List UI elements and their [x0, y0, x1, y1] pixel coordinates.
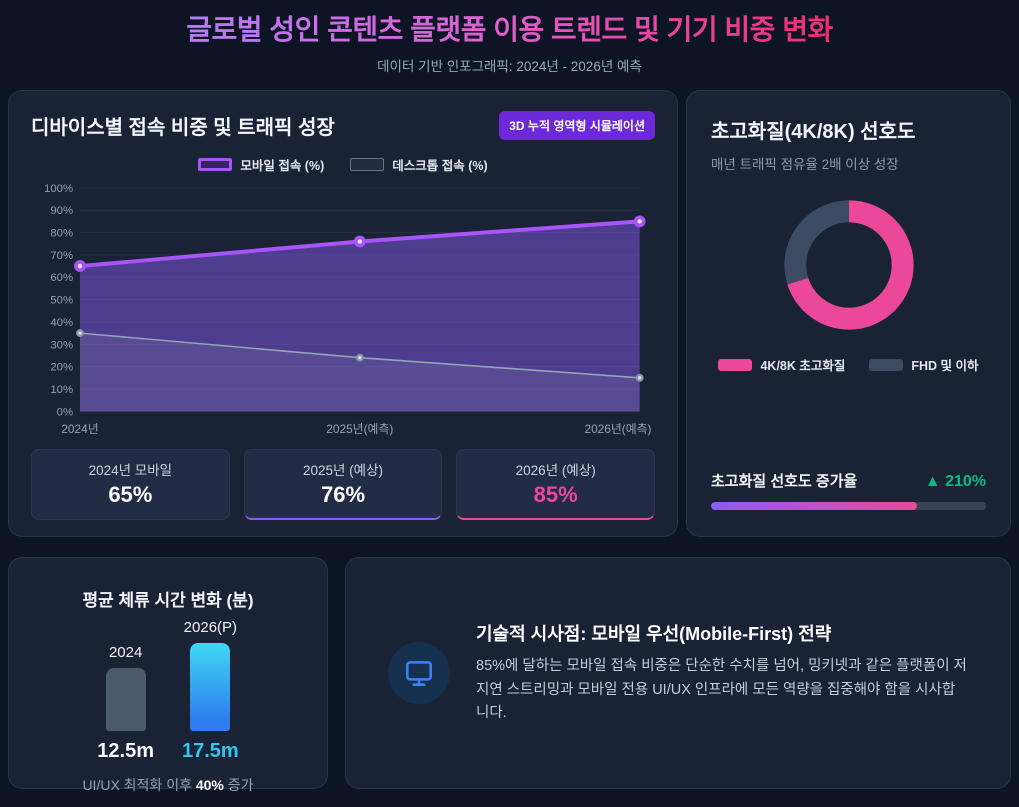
caption-suffix: 증가 — [223, 777, 254, 793]
desktop-legend-swatch-icon — [350, 158, 385, 171]
dwell-bars-chart: 2024 12.5m 2026(P) 17.5m — [97, 619, 238, 763]
donut-chart-wrap — [711, 189, 986, 341]
svg-text:60%: 60% — [50, 272, 73, 284]
donut-legend: 4K/8K 초고화질 FHD 및 이하 — [711, 355, 986, 374]
legend-item-desktop[interactable]: 데스크톱 접속 (%) — [350, 155, 488, 174]
stat-label: 2025년 (예상) — [302, 463, 384, 478]
growth-row: 초고화질 선호도 증가율 ▲ 210% — [711, 470, 986, 491]
mobile-legend-label: 모바일 접속 (%) — [240, 159, 325, 173]
device-chart-legend: 모바일 접속 (%) 데스크톱 접속 (%) — [31, 155, 655, 174]
simulation-badge: 3D 누적 영역형 시뮬레이션 — [499, 111, 655, 140]
svg-text:2024년: 2024년 — [61, 422, 98, 436]
insight-text-block: 기술적 시사점: 모바일 우선(Mobile-First) 전략 85%에 달하… — [476, 620, 968, 725]
monitor-icon — [406, 661, 432, 686]
device-stats-row: 2024년 모바일 65% 2025년 (예상) 76% 2026년 (예상) … — [31, 449, 656, 520]
legend-item-fhd[interactable]: FHD 및 이하 — [869, 355, 979, 374]
quality-card-subtitle: 매년 트래픽 점유율 2배 이상 성장 — [711, 157, 899, 172]
desktop-legend-label: 데스크톱 접속 (%) — [392, 159, 488, 173]
bar-2024 — [105, 668, 146, 731]
svg-text:2026년(예측): 2026년(예측) — [585, 422, 652, 436]
bar-value-label: 17.5m — [182, 740, 239, 762]
page-title: 글로벌 성인 콘텐츠 플랫폼 이용 트렌드 및 기기 비중 변화 — [186, 12, 833, 48]
svg-text:50%: 50% — [50, 295, 73, 307]
quality-preference-card: 초고화질(4K/8K) 선호도 매년 트래픽 점유율 2배 이상 성장 4K/8… — [686, 90, 1011, 537]
pink-legend-swatch-icon — [718, 358, 753, 371]
bar-value-label: 12.5m — [97, 740, 154, 762]
stat-box-2026: 2026년 (예상) 85% — [456, 449, 656, 520]
growth-block: 초고화질 선호도 증가율 ▲ 210% — [711, 470, 986, 510]
stat-label: 2026년 (예상) — [515, 463, 596, 478]
svg-text:90%: 90% — [50, 205, 73, 217]
dwell-time-caption: UI/UX 최적화 이후 40% 증가 — [82, 775, 253, 795]
svg-text:30%: 30% — [50, 339, 73, 351]
growth-progress-track — [711, 502, 986, 510]
bar-col-2024: 2024 12.5m — [97, 644, 154, 763]
svg-text:20%: 20% — [50, 362, 73, 374]
growth-value: ▲ 210% — [924, 473, 986, 490]
dwell-time-title: 평균 체류 시간 변화 (분) — [82, 591, 254, 610]
caption-bold: 40% — [195, 777, 224, 793]
stat-value: 65% — [108, 482, 153, 507]
bottom-row: 평균 체류 시간 변화 (분) 2024 12.5m 2026(P) 17.5m… — [0, 557, 1019, 793]
insight-title: 기술적 시사점: 모바일 우선(Mobile-First) 전략 — [476, 624, 832, 645]
stat-value: 85% — [533, 482, 578, 507]
stat-box-2025: 2025년 (예상) 76% — [243, 449, 443, 520]
insight-card: 기술적 시사점: 모바일 우선(Mobile-First) 전략 85%에 달하… — [345, 557, 1011, 789]
quality-donut-chart — [783, 200, 914, 330]
stat-label: 2024년 모바일 — [88, 463, 173, 478]
legend-item-mobile[interactable]: 모바일 접속 (%) — [198, 155, 324, 174]
svg-text:10%: 10% — [50, 384, 73, 396]
quality-card-title: 초고화질(4K/8K) 선호도 — [711, 121, 916, 143]
device-line-chart: 0% 10% 20% 30% 40% 50% 60% 70% 80% 90% 100% 2024년 20… — [44, 183, 652, 436]
top-row: 디바이스별 접속 비중 및 트래픽 성장 3D 누적 영역형 시뮬레이션 모바일… — [0, 90, 1019, 537]
dwell-time-card: 평균 체류 시간 변화 (분) 2024 12.5m 2026(P) 17.5m… — [8, 557, 328, 793]
legend-item-4k8k[interactable]: 4K/8K 초고화질 — [718, 355, 845, 374]
page-header: 글로벌 성인 콘텐츠 플랫폼 이용 트렌드 및 기기 비중 변화 데이터 기반 … — [0, 0, 1019, 90]
insight-body: 85%에 달하는 모바일 접속 비중은 단순한 수치를 넘어, 밍키넷과 같은 … — [476, 658, 967, 722]
growth-label: 초고화질 선호도 증가율 — [711, 473, 858, 490]
stat-value: 76% — [320, 482, 366, 507]
bar-year-label: 2026(P) — [183, 619, 238, 636]
stat-box-2024: 2024년 모바일 65% — [31, 449, 230, 520]
caption-prefix: UI/UX 최적화 이후 — [82, 777, 196, 793]
svg-text:2025년(예측): 2025년(예측) — [326, 422, 393, 436]
svg-text:40%: 40% — [50, 317, 73, 329]
bar-col-2026: 2026(P) 17.5m — [182, 619, 239, 763]
device-share-card: 디바이스별 접속 비중 및 트래픽 성장 3D 누적 영역형 시뮬레이션 모바일… — [8, 90, 678, 537]
insight-icon-circle — [388, 642, 450, 704]
bar-2026 — [190, 643, 231, 731]
gray-legend-swatch-icon — [869, 358, 904, 371]
legend-4k8k-label: 4K/8K 초고화질 — [760, 359, 846, 373]
svg-text:100%: 100% — [44, 183, 73, 195]
svg-text:0%: 0% — [57, 406, 73, 418]
device-card-title: 디바이스별 접속 비중 및 트래픽 성장 — [31, 117, 335, 139]
mobile-legend-swatch-icon — [198, 158, 233, 171]
svg-text:80%: 80% — [50, 228, 73, 240]
svg-text:70%: 70% — [50, 250, 73, 262]
legend-fhd-label: FHD 및 이하 — [911, 359, 979, 373]
growth-progress-fill — [711, 502, 918, 510]
page-subtitle: 데이터 기반 인포그래픽: 2024년 - 2026년 예측 — [377, 59, 642, 74]
bar-year-label: 2024 — [108, 644, 143, 661]
device-card-header: 디바이스별 접속 비중 및 트래픽 성장 3D 누적 영역형 시뮬레이션 — [31, 111, 655, 140]
